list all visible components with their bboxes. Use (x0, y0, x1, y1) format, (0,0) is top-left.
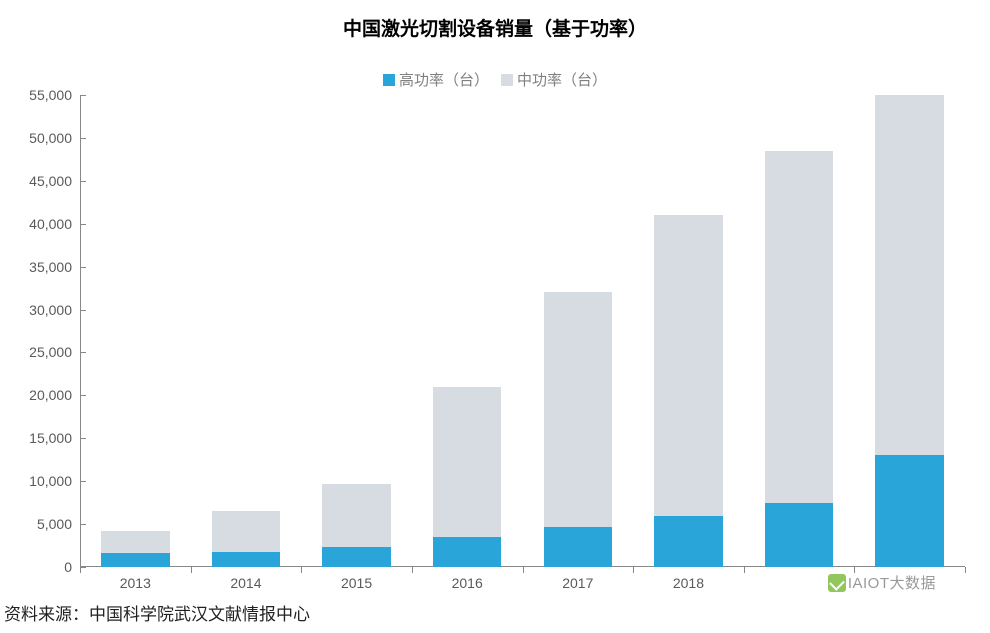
bar-group: 2014 (212, 95, 281, 567)
bar-segment (654, 215, 723, 515)
x-tick-label: 2014 (230, 567, 261, 591)
bar-segment (212, 511, 281, 551)
bar-segment (212, 552, 281, 567)
watermark: IAIOT大数据 (828, 572, 936, 593)
bar-segment (322, 547, 391, 567)
x-tick-mark (191, 567, 192, 573)
x-tick-label: 2013 (120, 567, 151, 591)
bar-segment (544, 527, 613, 567)
x-tick-mark (80, 567, 81, 573)
legend-label: 中功率（台） (517, 69, 607, 90)
chart-title: 中国激光切割设备销量（基于功率） (0, 0, 990, 41)
legend-swatch (383, 74, 395, 86)
x-tick-label: 2015 (341, 567, 372, 591)
bar-segment (433, 537, 502, 567)
x-tick-mark (633, 567, 634, 573)
y-tick-label: 20,000 (29, 387, 80, 403)
x-tick-label: 2016 (452, 567, 483, 591)
bar-group: 2017 (544, 95, 613, 567)
bars-layer: 2013 2014 2015 2016 2017 2018 (80, 95, 965, 567)
watermark-text: IAIOT大数据 (848, 572, 936, 593)
bar-segment (101, 531, 170, 553)
bar-segment (433, 387, 502, 537)
x-tick-label: 2018 (673, 567, 704, 591)
y-tick-label: 35,000 (29, 259, 80, 275)
x-tick-mark (412, 567, 413, 573)
legend-swatch (501, 74, 513, 86)
bar-segment (544, 292, 613, 526)
y-tick-label: 30,000 (29, 302, 80, 318)
bar-segment (765, 151, 834, 503)
source-text: 资料来源：中国科学院武汉文献情报中心 (4, 600, 310, 625)
y-tick-label: 25,000 (29, 344, 80, 360)
bar-group: 2013 (101, 95, 170, 567)
legend-item: 中功率（台） (501, 69, 607, 90)
bar-group (875, 95, 944, 567)
bar-segment (101, 553, 170, 567)
x-tick-label: 2017 (562, 567, 593, 591)
y-tick-label: 10,000 (29, 473, 80, 489)
bar-segment (654, 516, 723, 567)
y-tick-label: 15,000 (29, 430, 80, 446)
legend-item: 高功率（台） (383, 69, 489, 90)
x-tick-mark (965, 567, 966, 573)
y-tick-label: 0 (64, 559, 80, 575)
x-tick-mark (301, 567, 302, 573)
bar-group: 2018 (654, 95, 723, 567)
wechat-icon (828, 574, 846, 592)
y-tick-label: 40,000 (29, 216, 80, 232)
bar-group: 2015 (322, 95, 391, 567)
x-tick-mark (523, 567, 524, 573)
x-tick-mark (744, 567, 745, 573)
legend: 高功率（台） 中功率（台） (0, 69, 990, 90)
bar-segment (875, 455, 944, 567)
bar-segment (322, 484, 391, 548)
y-tick-label: 5,000 (37, 516, 80, 532)
bar-group: 2016 (433, 95, 502, 567)
plot-area: 05,00010,00015,00020,00025,00030,00035,0… (80, 95, 965, 567)
y-tick-label: 50,000 (29, 130, 80, 146)
y-tick-label: 45,000 (29, 173, 80, 189)
chart-container: 中国激光切割设备销量（基于功率） 高功率（台）中功率（台） 05,00010,0… (0, 0, 990, 633)
y-tick-label: 55,000 (29, 87, 80, 103)
bar-segment (875, 95, 944, 455)
bar-group (765, 95, 834, 567)
legend-label: 高功率（台） (399, 69, 489, 90)
bar-segment (765, 503, 834, 567)
